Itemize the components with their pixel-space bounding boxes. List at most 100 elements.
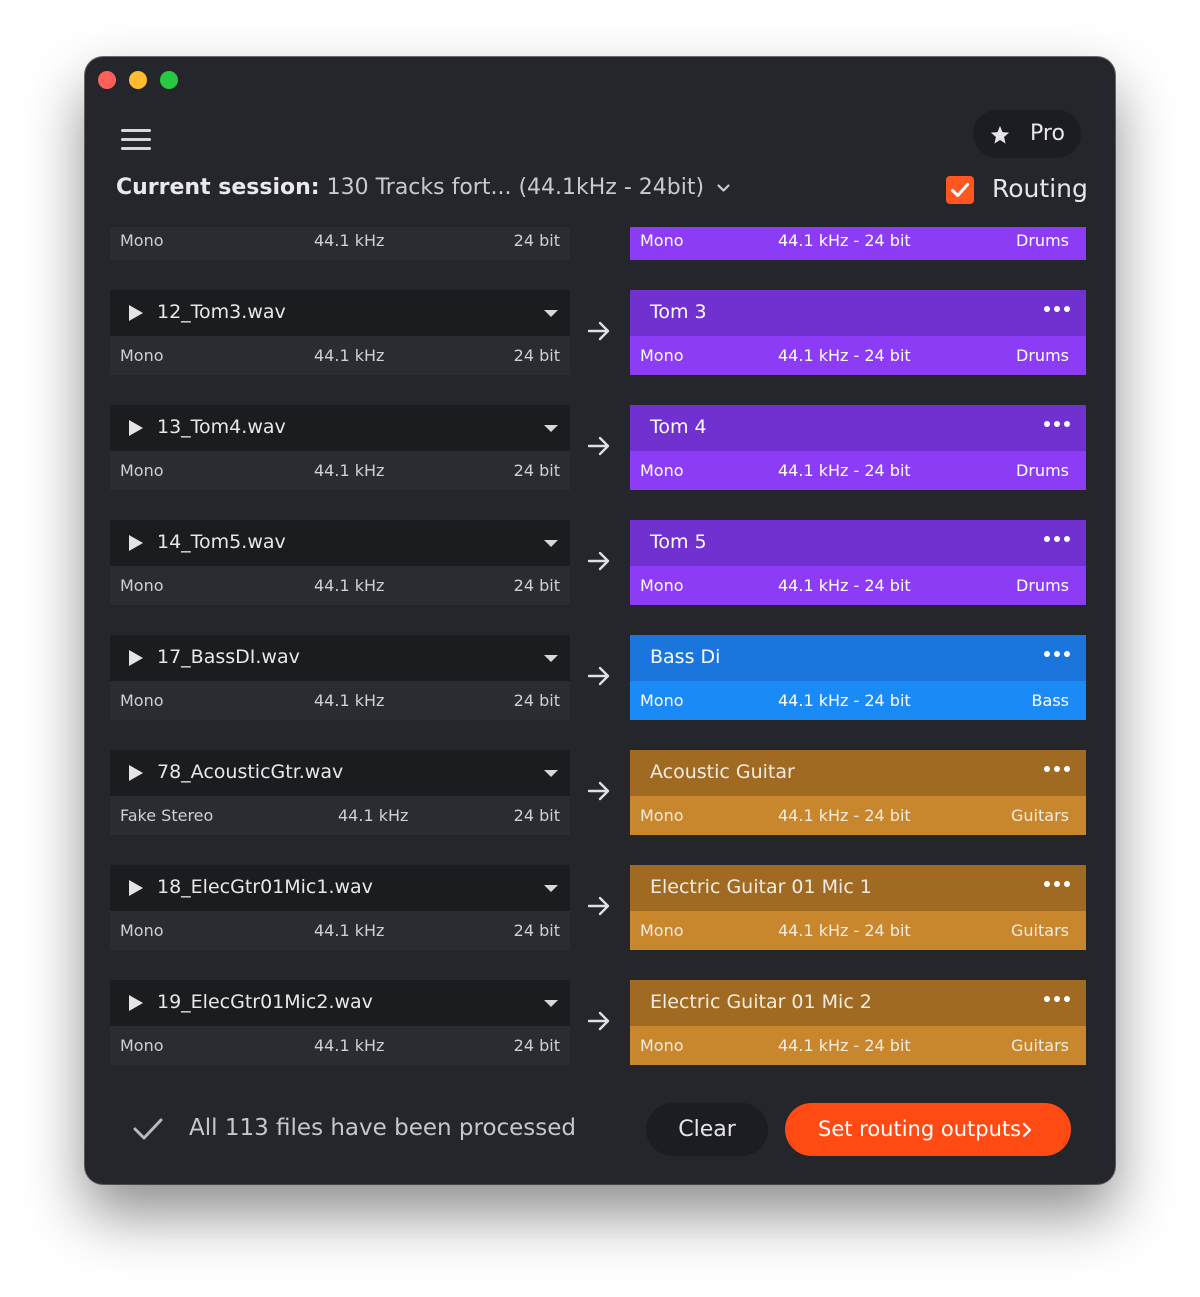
more-dots-icon[interactable]	[1044, 990, 1074, 1010]
pro-button[interactable]: Pro	[973, 110, 1081, 158]
source-bit-depth: 24 bit	[513, 576, 560, 595]
source-filename: 14_Tom5.wav	[157, 531, 286, 553]
source-filename: 17_BassDI.wav	[157, 646, 300, 668]
window-zoom-button[interactable]	[160, 71, 178, 89]
destination-header: Electric Guitar 01 Mic 2	[630, 980, 1086, 1026]
destination-track-card[interactable]: Tom 4 Mono 44.1 kHz - 24 bit Drums	[630, 405, 1086, 490]
source-file-card: 13_Tom4.wav Mono 44.1 kHz 24 bit	[110, 405, 570, 490]
window-close-button[interactable]	[98, 71, 116, 89]
play-icon[interactable]	[129, 650, 143, 666]
destination-channels: Mono	[640, 461, 684, 480]
routing-checkbox[interactable]	[946, 176, 974, 204]
destination-group: Guitars	[1011, 921, 1069, 940]
track-row: 17_BassDI.wav Mono 44.1 kHz 24 bit Bass …	[85, 635, 1115, 720]
source-file-card: 19_ElecGtr01Mic2.wav Mono 44.1 kHz 24 bi…	[110, 980, 570, 1065]
caret-down-icon[interactable]	[544, 310, 558, 317]
session-label: Current session:	[116, 175, 320, 200]
source-bit-depth: 24 bit	[513, 231, 560, 250]
play-icon[interactable]	[129, 535, 143, 551]
destination-format: 44.1 kHz - 24 bit	[778, 806, 911, 825]
arrow-right-icon	[587, 781, 610, 801]
destination-channels: Mono	[640, 1036, 684, 1055]
source-file-select[interactable]: 13_Tom4.wav	[110, 405, 570, 451]
caret-down-icon[interactable]	[544, 425, 558, 432]
arrow-right-icon	[587, 1011, 610, 1031]
destination-track-card[interactable]: Electric Guitar 01 Mic 1 Mono 44.1 kHz -…	[630, 865, 1086, 950]
more-dots-icon[interactable]	[1044, 300, 1074, 320]
source-file-card: 78_AcousticGtr.wav Fake Stereo 44.1 kHz …	[110, 750, 570, 835]
destination-track-card[interactable]: Tom 5 Mono 44.1 kHz - 24 bit Drums	[630, 520, 1086, 605]
source-file-select[interactable]: 14_Tom5.wav	[110, 520, 570, 566]
source-bit-depth: 24 bit	[513, 921, 560, 940]
destination-meta: Mono 44.1 kHz - 24 bit Drums	[630, 566, 1086, 605]
destination-track-card[interactable]: Mono 44.1 kHz - 24 bit Drums	[630, 227, 1086, 260]
source-meta: Mono 44.1 kHz 24 bit	[110, 451, 570, 490]
play-icon[interactable]	[129, 305, 143, 321]
source-bit-depth: 24 bit	[513, 691, 560, 710]
star-icon	[990, 125, 1010, 144]
destination-meta: Mono 44.1 kHz - 24 bit Drums	[630, 336, 1086, 375]
checkbox-checked-icon	[951, 183, 969, 197]
destination-meta: Mono 44.1 kHz - 24 bit Bass	[630, 681, 1086, 720]
more-dots-icon[interactable]	[1044, 645, 1074, 665]
destination-channels: Mono	[640, 806, 684, 825]
source-meta: Mono 44.1 kHz 24 bit	[110, 681, 570, 720]
source-file-select[interactable]: 78_AcousticGtr.wav	[110, 750, 570, 796]
source-file-select[interactable]: 18_ElecGtr01Mic1.wav	[110, 865, 570, 911]
more-dots-icon[interactable]	[1044, 530, 1074, 550]
hamburger-menu-icon[interactable]	[121, 129, 151, 151]
source-file-select[interactable]: 19_ElecGtr01Mic2.wav	[110, 980, 570, 1026]
source-sample-rate: 44.1 kHz	[314, 576, 385, 595]
destination-track-card[interactable]: Acoustic Guitar Mono 44.1 kHz - 24 bit G…	[630, 750, 1086, 835]
destination-group: Guitars	[1011, 806, 1069, 825]
caret-down-icon[interactable]	[544, 885, 558, 892]
destination-track-card[interactable]: Tom 3 Mono 44.1 kHz - 24 bit Drums	[630, 290, 1086, 375]
destination-meta: Mono 44.1 kHz - 24 bit Guitars	[630, 911, 1086, 950]
caret-down-icon[interactable]	[544, 540, 558, 547]
source-file-select[interactable]: 17_BassDI.wav	[110, 635, 570, 681]
destination-track-card[interactable]: Bass Di Mono 44.1 kHz - 24 bit Bass	[630, 635, 1086, 720]
destination-channels: Mono	[640, 231, 684, 250]
play-icon[interactable]	[129, 420, 143, 436]
track-routing-list[interactable]: Mono 44.1 kHz 24 bit Mono 44.1 kHz - 24 …	[85, 227, 1115, 1085]
session-selector[interactable]: Current session: 130 Tracks fort... (44.…	[116, 175, 730, 200]
source-file-select[interactable]: 12_Tom3.wav	[110, 290, 570, 336]
source-sample-rate: 44.1 kHz	[314, 691, 385, 710]
source-channels: Mono	[120, 576, 164, 595]
more-dots-icon[interactable]	[1044, 875, 1074, 895]
track-row: 18_ElecGtr01Mic1.wav Mono 44.1 kHz 24 bi…	[85, 865, 1115, 950]
source-channels: Mono	[120, 691, 164, 710]
source-meta: Mono 44.1 kHz 24 bit	[110, 336, 570, 375]
set-routing-outputs-label: Set routing outputs	[818, 1117, 1022, 1141]
source-channels: Mono	[120, 1036, 164, 1055]
caret-down-icon[interactable]	[544, 1000, 558, 1007]
destination-meta: Mono 44.1 kHz - 24 bit Guitars	[630, 796, 1086, 835]
more-dots-icon[interactable]	[1044, 760, 1074, 780]
destination-track-card[interactable]: Electric Guitar 01 Mic 2 Mono 44.1 kHz -…	[630, 980, 1086, 1065]
source-meta: Mono 44.1 kHz 24 bit	[110, 566, 570, 605]
track-row: 14_Tom5.wav Mono 44.1 kHz 24 bit Tom 5 M…	[85, 520, 1115, 605]
source-channels: Mono	[120, 231, 164, 250]
caret-down-icon[interactable]	[544, 655, 558, 662]
play-icon[interactable]	[129, 995, 143, 1011]
destination-meta: Mono 44.1 kHz - 24 bit Drums	[630, 451, 1086, 490]
destination-group: Guitars	[1011, 1036, 1069, 1055]
source-sample-rate: 44.1 kHz	[314, 921, 385, 940]
destination-header: Bass Di	[630, 635, 1086, 681]
more-dots-icon[interactable]	[1044, 415, 1074, 435]
source-filename: 18_ElecGtr01Mic1.wav	[157, 876, 373, 898]
destination-group: Drums	[1016, 346, 1069, 365]
source-sample-rate: 44.1 kHz	[314, 346, 385, 365]
destination-track-name: Tom 3	[650, 301, 707, 323]
window-minimize-button[interactable]	[129, 71, 147, 89]
play-icon[interactable]	[129, 880, 143, 896]
play-icon[interactable]	[129, 765, 143, 781]
destination-meta: Mono 44.1 kHz - 24 bit Drums	[630, 227, 1086, 260]
caret-down-icon[interactable]	[544, 770, 558, 777]
clear-button[interactable]: Clear	[646, 1103, 768, 1156]
source-bit-depth: 24 bit	[513, 346, 560, 365]
destination-track-name: Acoustic Guitar	[650, 761, 795, 783]
destination-format: 44.1 kHz - 24 bit	[778, 231, 911, 250]
arrow-right-icon	[587, 896, 610, 916]
set-routing-outputs-button[interactable]: Set routing outputs	[785, 1103, 1071, 1156]
